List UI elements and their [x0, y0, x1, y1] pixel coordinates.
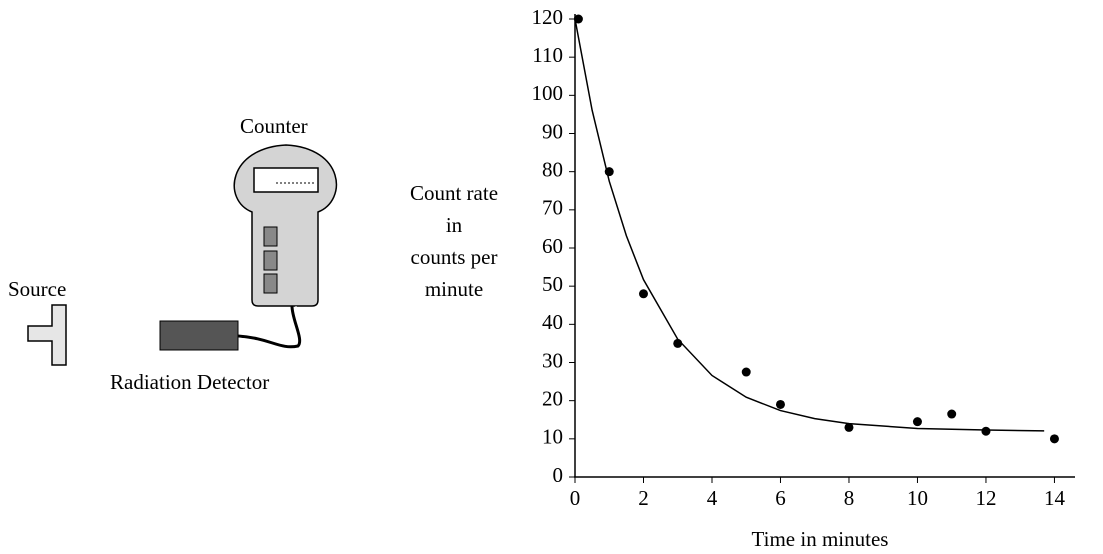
- data-point: [947, 409, 957, 419]
- x-tick-label: 8: [844, 486, 855, 510]
- y-tick-label: 100: [532, 81, 564, 105]
- y-tick-label: 30: [542, 348, 563, 372]
- y-axis-title: in: [446, 213, 463, 237]
- source-label: Source: [8, 277, 66, 301]
- y-axis-title: counts per: [411, 245, 498, 269]
- y-tick-label: 80: [542, 157, 563, 181]
- data-point: [844, 422, 854, 432]
- counter-display: [253, 167, 319, 193]
- y-tick-label: 120: [532, 5, 564, 29]
- detector-label: Radiation Detector: [110, 370, 269, 394]
- y-axis-title: Count rate: [410, 181, 498, 205]
- x-tick-label: 10: [907, 486, 928, 510]
- x-tick-label: 14: [1044, 486, 1066, 510]
- x-tick-label: 2: [638, 486, 649, 510]
- y-tick-label: 90: [542, 119, 563, 143]
- fit-curve: [574, 18, 1045, 432]
- data-point: [981, 426, 991, 436]
- data-point: [741, 367, 751, 377]
- chart: Time in minutes 010203040506070809010011…: [410, 5, 1075, 551]
- x-tick-label: 0: [570, 486, 581, 510]
- x-tick-label: 12: [975, 486, 996, 510]
- y-tick-label: 0: [553, 463, 564, 487]
- x-tick-label: 6: [775, 486, 786, 510]
- y-tick-label: 60: [542, 234, 563, 258]
- y-tick-label: 10: [542, 425, 563, 449]
- data-point: [638, 289, 648, 299]
- data-point: [1049, 434, 1059, 444]
- button: [263, 226, 278, 247]
- source: [27, 304, 67, 366]
- detector: [159, 320, 239, 351]
- y-tick-label: 110: [532, 43, 563, 67]
- y-tick-label: 50: [542, 272, 563, 296]
- data-point: [912, 417, 922, 427]
- data-point: [775, 399, 785, 409]
- y-axis-title: minute: [425, 277, 483, 301]
- y-tick-label: 70: [542, 196, 563, 220]
- button: [263, 273, 278, 294]
- x-tick-label: 4: [707, 486, 718, 510]
- cable: [237, 305, 302, 349]
- y-tick-label: 40: [542, 310, 563, 334]
- cable-highlight: [237, 305, 303, 351]
- button: [263, 250, 278, 271]
- y-tick-label: 20: [542, 386, 563, 410]
- apparatus-diagram: Source Counter Radiation Detector: [8, 114, 338, 394]
- x-axis-title: Time in minutes: [752, 527, 889, 551]
- counter-label: Counter: [240, 114, 308, 138]
